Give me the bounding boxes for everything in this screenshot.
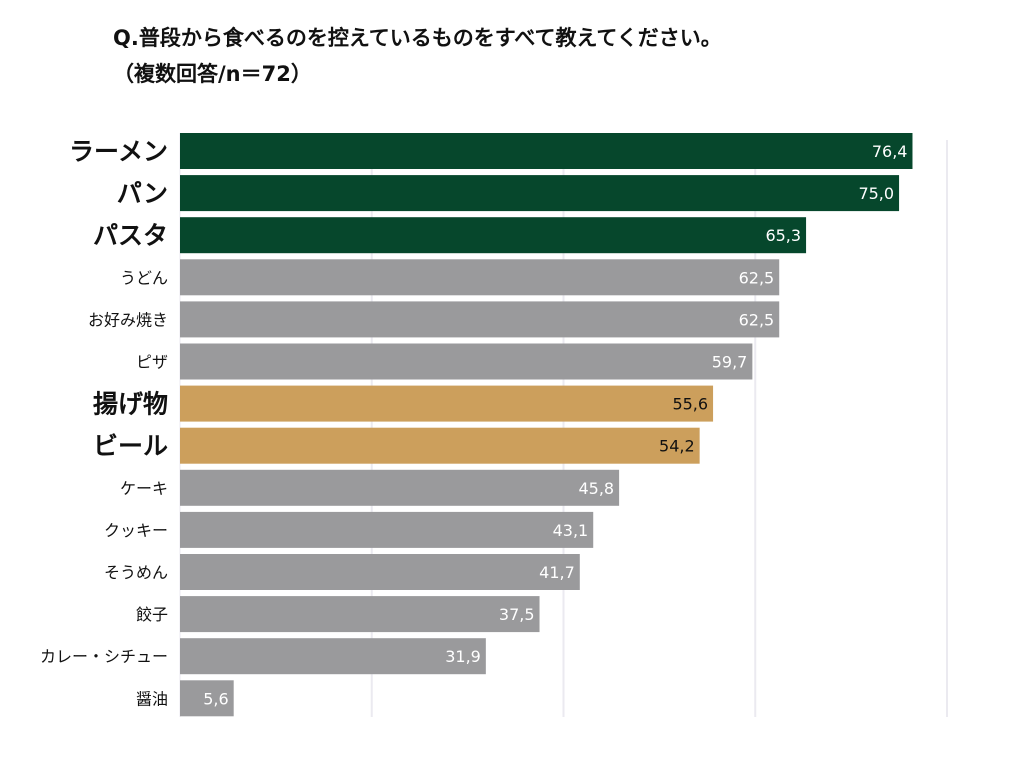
data-label: 43,1: [553, 521, 589, 540]
bar: [180, 259, 780, 296]
bar: [180, 596, 540, 633]
category-label: うどん: [120, 268, 168, 287]
data-label: 62,5: [739, 268, 775, 287]
bar: [180, 133, 913, 169]
data-label: 37,5: [499, 605, 535, 624]
category-label: クッキー: [104, 521, 168, 540]
data-label: 31,9: [445, 647, 481, 666]
data-label: 75,0: [858, 184, 894, 203]
bar: [180, 217, 807, 254]
category-label: 餃子: [136, 605, 168, 624]
category-label: ピザ: [136, 353, 168, 372]
bar: [180, 638, 486, 675]
data-label: 55,6: [672, 395, 708, 414]
bar: [180, 301, 780, 338]
category-label: パスタ: [93, 221, 168, 250]
bar: [180, 680, 234, 717]
bar: [180, 469, 620, 506]
data-label: 76,4: [872, 142, 908, 161]
bar: [180, 385, 714, 422]
category-label: ケーキ: [120, 479, 168, 498]
category-label: そうめん: [104, 563, 168, 582]
data-label: 45,8: [578, 479, 614, 498]
category-label: ラーメン: [69, 137, 168, 166]
bar: [180, 343, 753, 380]
data-label: 54,2: [659, 437, 695, 456]
data-label: 65,3: [765, 226, 801, 245]
bar: [180, 511, 594, 548]
category-label: 醤油: [136, 689, 168, 708]
category-label: パン: [117, 179, 168, 208]
data-label: 5,6: [203, 689, 228, 708]
data-label: 62,5: [739, 310, 775, 329]
chart-title-line2: （複数回答/n＝72）: [113, 62, 312, 86]
category-label: お好み焼き: [88, 310, 168, 329]
bar: [180, 175, 900, 212]
category-label: カレー・シチュー: [40, 647, 168, 666]
chart-title-line1: Q.普段から食べるのを控えているものをすべて教えてください。: [113, 26, 722, 50]
bar: [180, 554, 580, 590]
category-label: 揚げ物: [93, 390, 168, 419]
bar: [180, 427, 700, 464]
data-label: 59,7: [712, 353, 748, 372]
data-label: 41,7: [539, 563, 575, 582]
category-label: ビール: [93, 432, 168, 461]
